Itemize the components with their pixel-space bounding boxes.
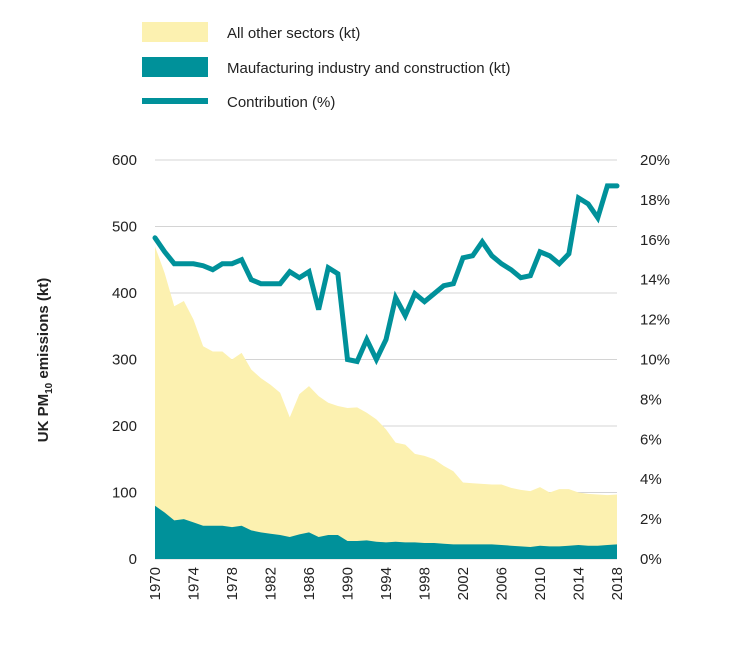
line-contribution: [152, 183, 620, 366]
x-tick-label: 1974: [186, 567, 203, 600]
legend-label-contribution: Contribution (%): [227, 94, 335, 111]
legend: All other sectors (kt) Maufacturing indu…: [142, 22, 510, 111]
y2-tick-label: 8%: [640, 391, 662, 408]
x-tick-label: 2010: [532, 567, 549, 600]
y2-tick-label: 14%: [640, 272, 670, 289]
y2-tick-label: 10%: [640, 352, 670, 369]
area-manufacturing: [155, 505, 617, 559]
y-axis-label: UK PM10 emissions (kt): [35, 278, 55, 443]
y-tick-label: 0: [129, 551, 137, 568]
y2-tick-label: 4%: [640, 471, 662, 488]
y-tick-label: 400: [112, 285, 137, 302]
x-tick-label: 2014: [571, 567, 588, 600]
legend-swatch-contribution: [142, 98, 208, 104]
x-tick-label: 1970: [147, 567, 164, 600]
y2-tick-label: 16%: [640, 232, 670, 249]
x-tick-label: 1994: [378, 567, 395, 600]
area-other-sectors: [155, 246, 617, 559]
legend-label-other: All other sectors (kt): [227, 25, 360, 42]
x-tick-label: 1978: [224, 567, 241, 600]
y2-tick-label: 0%: [640, 551, 662, 568]
y-tick-label: 500: [112, 219, 137, 236]
x-tick-label: 2006: [494, 567, 511, 600]
legend-swatch-other: [142, 22, 208, 42]
y2-tick-label: 6%: [640, 431, 662, 448]
y2-tick-label: 12%: [640, 312, 670, 329]
legend-swatch-manufacturing: [142, 57, 208, 77]
y2-tick-label: 18%: [640, 192, 670, 209]
x-tick-label: 2002: [455, 567, 472, 600]
y-tick-label: 600: [112, 152, 137, 169]
y2-tick-label: 20%: [640, 152, 670, 169]
y-tick-label: 100: [112, 485, 137, 502]
x-tick-label: 1986: [301, 567, 318, 600]
y-tick-label: 200: [112, 418, 137, 435]
x-tick-label: 2018: [609, 567, 626, 600]
legend-label-manufacturing: Maufacturing industry and construction (…: [227, 60, 510, 77]
x-tick-label: 1982: [263, 567, 280, 600]
x-tick-label: 1998: [417, 567, 434, 600]
y-tick-label: 300: [112, 352, 137, 369]
x-tick-label: 1990: [340, 567, 357, 600]
y2-tick-label: 2%: [640, 511, 662, 528]
